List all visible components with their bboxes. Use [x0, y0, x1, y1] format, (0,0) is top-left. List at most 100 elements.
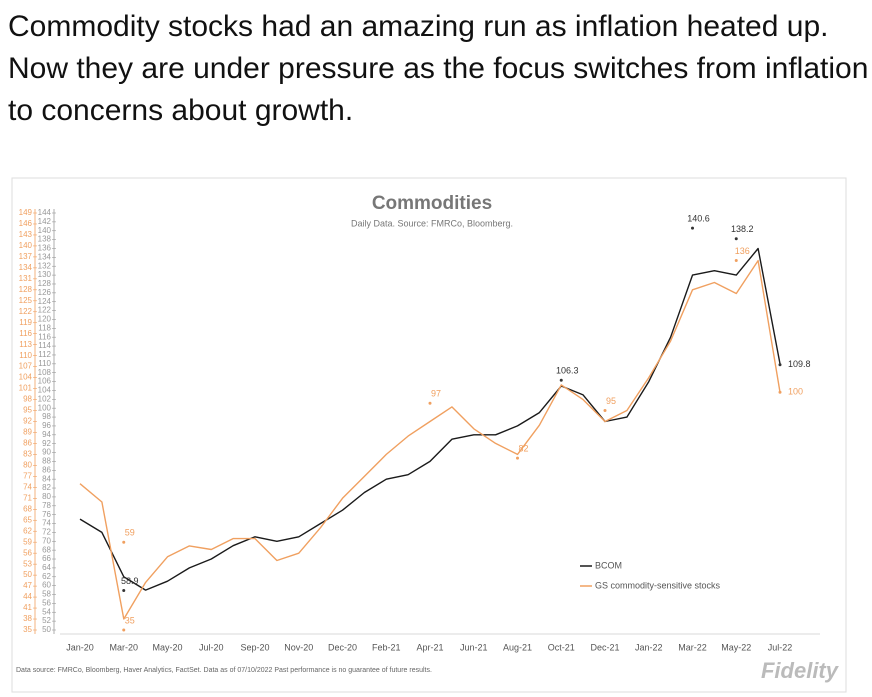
y2-tick-label: 96 [42, 421, 51, 430]
y2-tick-label: 140 [38, 226, 52, 235]
y2-tick-label: 92 [42, 439, 51, 448]
y-tick-label: 89 [23, 428, 32, 437]
x-tick-label: Mar-22 [678, 642, 707, 652]
footer: Data source: FMRCo, Bloomberg, Haver Ana… [16, 667, 432, 674]
y2-tick-label: 76 [42, 510, 51, 519]
y2-tick-label: 74 [42, 519, 51, 528]
y2-tick-label: 144 [38, 208, 52, 217]
y2-tick-label: 134 [38, 252, 52, 261]
annotation-label: 82 [518, 443, 528, 453]
y2-tick-label: 90 [42, 448, 51, 457]
y2-tick-label: 80 [42, 492, 51, 501]
y2-tick-label: 106 [38, 377, 52, 386]
annotation-label: 106.3 [556, 366, 579, 376]
annotation-point [734, 237, 738, 241]
y2-tick-label: 118 [38, 323, 51, 332]
y-tick-label: 74 [23, 482, 32, 491]
y2-tick-label: 112 [38, 350, 51, 359]
y-tick-label: 149 [19, 208, 33, 217]
x-tick-label: Nov-20 [284, 642, 313, 652]
y-tick-label: 35 [23, 625, 32, 634]
y-tick-label: 86 [23, 439, 32, 448]
annotation-point [559, 378, 563, 382]
y2-tick-label: 56 [42, 598, 51, 607]
y2-tick-label: 142 [38, 217, 52, 226]
annotation-point [122, 540, 126, 544]
y2-tick-label: 88 [42, 457, 51, 466]
y2-tick-label: 108 [38, 368, 52, 377]
tweet-text: Commodity stocks had an amazing run as i… [8, 10, 869, 127]
y-tick-label: 68 [23, 504, 32, 513]
x-tick-label: Jul-20 [199, 642, 224, 652]
y2-tick-label: 130 [38, 270, 52, 279]
y-tick-label: 122 [19, 307, 33, 316]
y-tick-label: 56 [23, 548, 32, 557]
y2-tick-label: 86 [42, 465, 51, 474]
y2-tick-label: 124 [38, 297, 52, 306]
y-tick-label: 38 [23, 614, 32, 623]
y2-tick-label: 64 [42, 563, 51, 572]
y2-tick-label: 68 [42, 545, 51, 554]
x-tick-label: Aug-21 [503, 642, 532, 652]
y2-tick-label: 102 [38, 394, 52, 403]
y-tick-label: 110 [19, 351, 32, 360]
y2-tick-label: 78 [42, 501, 51, 510]
y2-tick-label: 138 [38, 235, 52, 244]
y-tick-label: 101 [19, 384, 33, 393]
annotation-label: 95 [606, 396, 616, 406]
y2-tick-label: 66 [42, 554, 51, 563]
series-line [79, 259, 781, 620]
logo: Fidelity [761, 658, 840, 683]
y-tick-label: 125 [19, 296, 33, 305]
y-tick-label: 131 [19, 274, 33, 283]
y-tick-label: 107 [19, 362, 33, 371]
x-tick-label: Feb-21 [372, 642, 401, 652]
y-tick-label: 50 [23, 570, 32, 579]
y-tick-label: 44 [23, 592, 32, 601]
y-tick-label: 143 [19, 230, 33, 239]
x-tick-label: Jan-22 [635, 642, 663, 652]
y-tick-label: 98 [23, 395, 32, 404]
x-tick-label: Apr-21 [416, 642, 443, 652]
y-tick-label: 80 [23, 461, 32, 470]
y2-tick-label: 104 [38, 386, 52, 395]
y-tick-label: 83 [23, 450, 32, 459]
annotation-point [516, 456, 519, 460]
y2-tick-label: 128 [38, 279, 52, 288]
annotation-point [778, 363, 782, 367]
x-tick-label: Dec-20 [328, 642, 357, 652]
y2-tick-label: 114 [38, 341, 51, 350]
y2-tick-label: 136 [38, 244, 52, 253]
annotation-label: 59 [125, 528, 135, 538]
y2-tick-label: 100 [38, 403, 52, 412]
annotation-label: 109.8 [788, 359, 811, 369]
x-tick-label: Jul-22 [768, 642, 793, 652]
y2-tick-label: 54 [42, 607, 51, 616]
y2-tick-label: 110 [38, 359, 51, 368]
y2-tick-label: 58 [42, 590, 51, 599]
x-tick-label: Sep-20 [240, 642, 269, 652]
legend-label: BCOM [595, 560, 622, 570]
y-tick-label: 47 [23, 581, 32, 590]
y-tick-label: 116 [19, 329, 32, 338]
y-tick-label: 65 [23, 515, 32, 524]
y2-tick-label: 50 [42, 625, 51, 634]
y-tick-label: 92 [23, 417, 32, 426]
y-tick-label: 146 [19, 219, 33, 228]
y2-tick-label: 98 [42, 412, 51, 421]
y-tick-label: 140 [19, 241, 33, 250]
y-tick-label: 134 [19, 263, 33, 272]
annotation-point [691, 226, 694, 230]
y2-tick-label: 122 [38, 306, 52, 315]
y2-tick-label: 126 [38, 288, 52, 297]
x-tick-label: Jan-20 [66, 642, 94, 652]
x-tick-label: Jun-21 [460, 642, 488, 652]
annotation-label: 140.6 [687, 213, 710, 223]
x-tick-label: May-20 [152, 642, 182, 652]
annotation-point [603, 409, 607, 413]
chart-subtitle: Daily Data. Source: FMRCo, Bloomberg. [351, 218, 513, 228]
y2-tick-label: 72 [42, 528, 51, 537]
y2-tick-label: 52 [42, 616, 51, 625]
